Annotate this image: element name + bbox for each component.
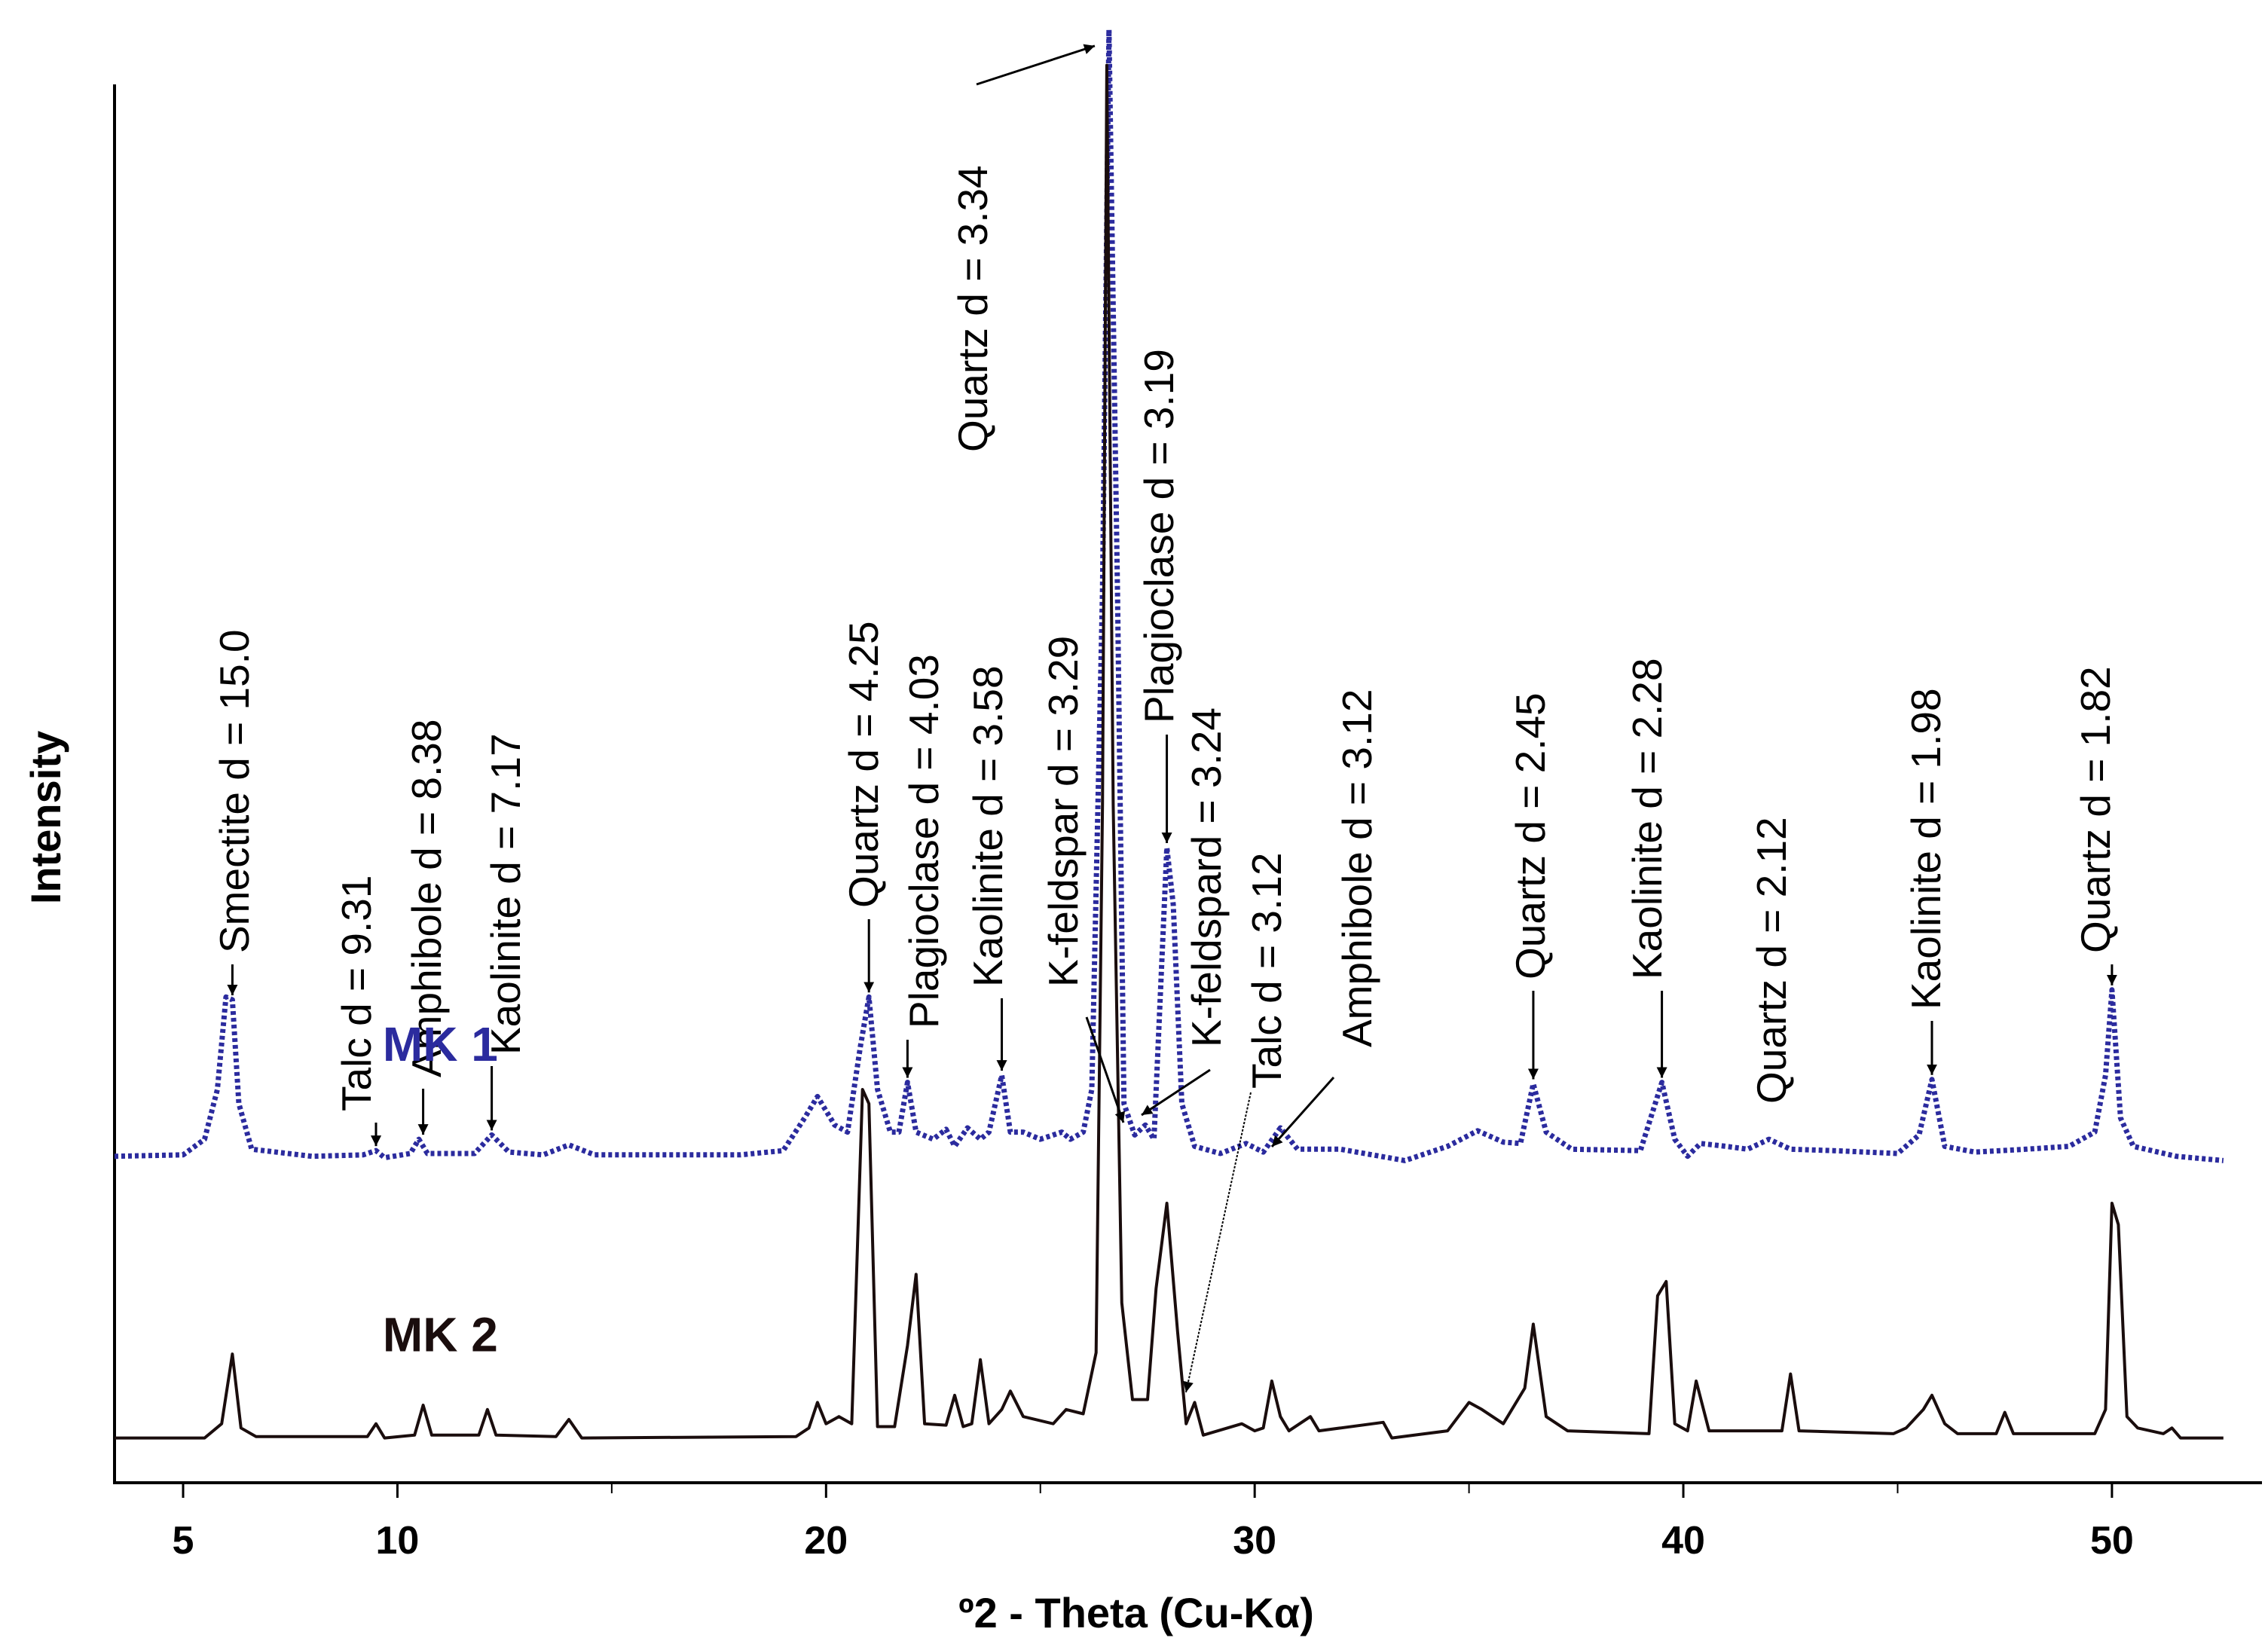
- annotation-talc-d-9-31: Talc d = 9.31: [333, 875, 382, 1147]
- series-label-mk-2: MK 2: [383, 1307, 498, 1361]
- peak-label: Smectite d = 15.0: [211, 629, 258, 953]
- annotation-k-feldspard-3-24: K-feldspard = 3.24: [1141, 707, 1230, 1117]
- peak-label: Kaolinite d = 1.98: [1903, 688, 1949, 1010]
- annotation-quartz-d-4-25: Quartz d = 4.25: [840, 621, 887, 993]
- series-labels: MK 1 MK 2: [383, 1017, 498, 1361]
- peak-label: Quartz d = 3.34: [949, 165, 996, 452]
- annotation-arrow: [1085, 1016, 1125, 1123]
- annotation-smectite-d-15-0: Smectite d = 15.0: [211, 629, 258, 996]
- annotation-kaolinite-d-2-28: Kaolinite d = 2.28: [1624, 658, 1670, 1078]
- series-line-mk-2: [115, 63, 2224, 1440]
- axes: [113, 84, 2262, 1484]
- x-ticks: 5 10 20 30 40 50: [173, 1483, 2134, 1563]
- annotation-arrow: [1141, 1068, 1211, 1117]
- peak-label: K-feldspard = 3.24: [1183, 707, 1230, 1047]
- peak-label: K-feldspar d = 3.29: [1040, 636, 1087, 987]
- annotation-amphibole-d-8-38: Amphibole d = 8.38: [403, 720, 450, 1135]
- peak-label: Plagioclase d = 3.19: [1136, 349, 1182, 723]
- peak-label: Kaolinite d = 3.58: [964, 665, 1011, 987]
- annotation-amphibole-d-3-12: Amphibole d = 3.12: [1270, 689, 1380, 1147]
- annotation-k-feldspar-d-3-29: K-feldspar d = 3.29: [1040, 636, 1125, 1123]
- peak-label: Amphibole d = 3.12: [1334, 689, 1380, 1047]
- annotation-quartz-d-2-12: Quartz d = 2.12: [1748, 817, 1795, 1104]
- peak-annotations: Smectite d = 15.0 Talc d = 9.31 Amphibole …: [211, 44, 2119, 1393]
- peak-label: Amphibole d = 8.38: [403, 720, 450, 1077]
- peak-label: Talc d = 9.31: [333, 875, 380, 1111]
- annotation-quartz-d-3-34: Quartz d = 3.34: [949, 44, 1096, 452]
- peak-label: Quartz d = 2.45: [1507, 692, 1554, 979]
- annotation-kaolinite-d-3-58: Kaolinite d = 3.58: [964, 665, 1011, 1071]
- annotation-plagioclase-d-3-19: Plagioclase d = 3.19: [1136, 349, 1182, 844]
- y-axis-title: Intensity: [22, 731, 69, 904]
- peak-label: Kaolinite d = 7.17: [482, 733, 529, 1055]
- peak-label: Plagioclase d = 4.03: [900, 654, 947, 1028]
- annotation-quartz-d-1-82: Quartz d = 1.82: [2072, 666, 2119, 985]
- annotation-plagioclase-d-4-03: Plagioclase d = 4.03: [900, 654, 947, 1078]
- peak-label: Quartz d = 1.82: [2072, 666, 2119, 953]
- x-tick-label-5: 5: [173, 1519, 194, 1563]
- annotation-arrow: [1183, 1092, 1252, 1393]
- x-tick-label-30: 30: [1233, 1519, 1276, 1563]
- x-tick-label-10: 10: [376, 1519, 420, 1563]
- series-layer: [114, 26, 2224, 1440]
- peak-label: Kaolinite d = 2.28: [1624, 658, 1670, 979]
- x-tick-label-40: 40: [1661, 1519, 1705, 1563]
- peak-label: Quartz d = 4.25: [840, 621, 887, 908]
- annotation-kaolinite-d-1-98: Kaolinite d = 1.98: [1903, 688, 1949, 1075]
- annotation-kaolinite-d-7-17: Kaolinite d = 7.17: [482, 733, 529, 1131]
- annotation-talc-d-3-12: Talc d = 3.12: [1183, 853, 1290, 1393]
- series-label-mk-1: MK 1: [383, 1017, 498, 1071]
- x-tick-label-50: 50: [2090, 1519, 2134, 1563]
- x-tick-label-20: 20: [804, 1519, 848, 1563]
- peak-label: Talc d = 3.12: [1243, 853, 1290, 1089]
- x-axis-title: º2 - Theta (Cu-Kα): [958, 1589, 1314, 1636]
- annotation-arrow: [1270, 1077, 1335, 1147]
- peak-label: Quartz d = 2.12: [1748, 817, 1795, 1104]
- annotation-arrow: [976, 44, 1096, 86]
- annotation-quartz-d-2-45: Quartz d = 2.45: [1507, 692, 1554, 1080]
